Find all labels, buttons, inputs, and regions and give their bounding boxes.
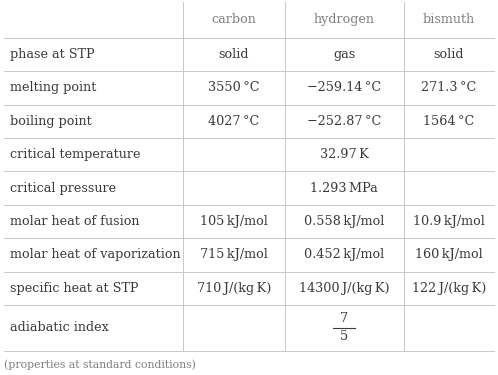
Text: 710 J/(kg K): 710 J/(kg K) bbox=[197, 282, 271, 295]
Text: 1.293 MPa: 1.293 MPa bbox=[310, 182, 378, 195]
Text: −259.14 °C: −259.14 °C bbox=[307, 81, 381, 94]
Text: carbon: carbon bbox=[211, 13, 256, 26]
Text: 0.558 kJ/mol: 0.558 kJ/mol bbox=[304, 215, 384, 228]
Text: 160 kJ/mol: 160 kJ/mol bbox=[415, 248, 483, 261]
Text: bismuth: bismuth bbox=[423, 13, 475, 26]
Text: 10.9 kJ/mol: 10.9 kJ/mol bbox=[413, 215, 485, 228]
Text: boiling point: boiling point bbox=[10, 115, 92, 128]
Text: phase at STP: phase at STP bbox=[10, 48, 95, 61]
Text: 32.97 K: 32.97 K bbox=[320, 148, 369, 161]
Text: critical temperature: critical temperature bbox=[10, 148, 141, 161]
Text: (properties at standard conditions): (properties at standard conditions) bbox=[4, 359, 196, 370]
Text: hydrogen: hydrogen bbox=[314, 13, 375, 26]
Text: 14300 J/(kg K): 14300 J/(kg K) bbox=[299, 282, 389, 295]
Text: 3550 °C: 3550 °C bbox=[208, 81, 259, 94]
Text: 715 kJ/mol: 715 kJ/mol bbox=[200, 248, 268, 261]
Text: 105 kJ/mol: 105 kJ/mol bbox=[200, 215, 268, 228]
Text: 271.3 °C: 271.3 °C bbox=[421, 81, 477, 94]
Text: solid: solid bbox=[434, 48, 464, 61]
Text: specific heat at STP: specific heat at STP bbox=[10, 282, 139, 295]
Text: 7: 7 bbox=[340, 312, 349, 325]
Text: 5: 5 bbox=[340, 330, 349, 344]
Text: 4027 °C: 4027 °C bbox=[208, 115, 259, 128]
Text: molar heat of fusion: molar heat of fusion bbox=[10, 215, 140, 228]
Text: adiabatic index: adiabatic index bbox=[10, 321, 110, 334]
Text: molar heat of vaporization: molar heat of vaporization bbox=[10, 248, 181, 261]
Text: 122 J/(kg K): 122 J/(kg K) bbox=[412, 282, 486, 295]
Text: gas: gas bbox=[333, 48, 356, 61]
Text: critical pressure: critical pressure bbox=[10, 182, 117, 195]
Text: −252.87 °C: −252.87 °C bbox=[307, 115, 381, 128]
Text: solid: solid bbox=[219, 48, 249, 61]
Text: 1564 °C: 1564 °C bbox=[423, 115, 475, 128]
Text: melting point: melting point bbox=[10, 81, 97, 94]
Text: 0.452 kJ/mol: 0.452 kJ/mol bbox=[304, 248, 384, 261]
